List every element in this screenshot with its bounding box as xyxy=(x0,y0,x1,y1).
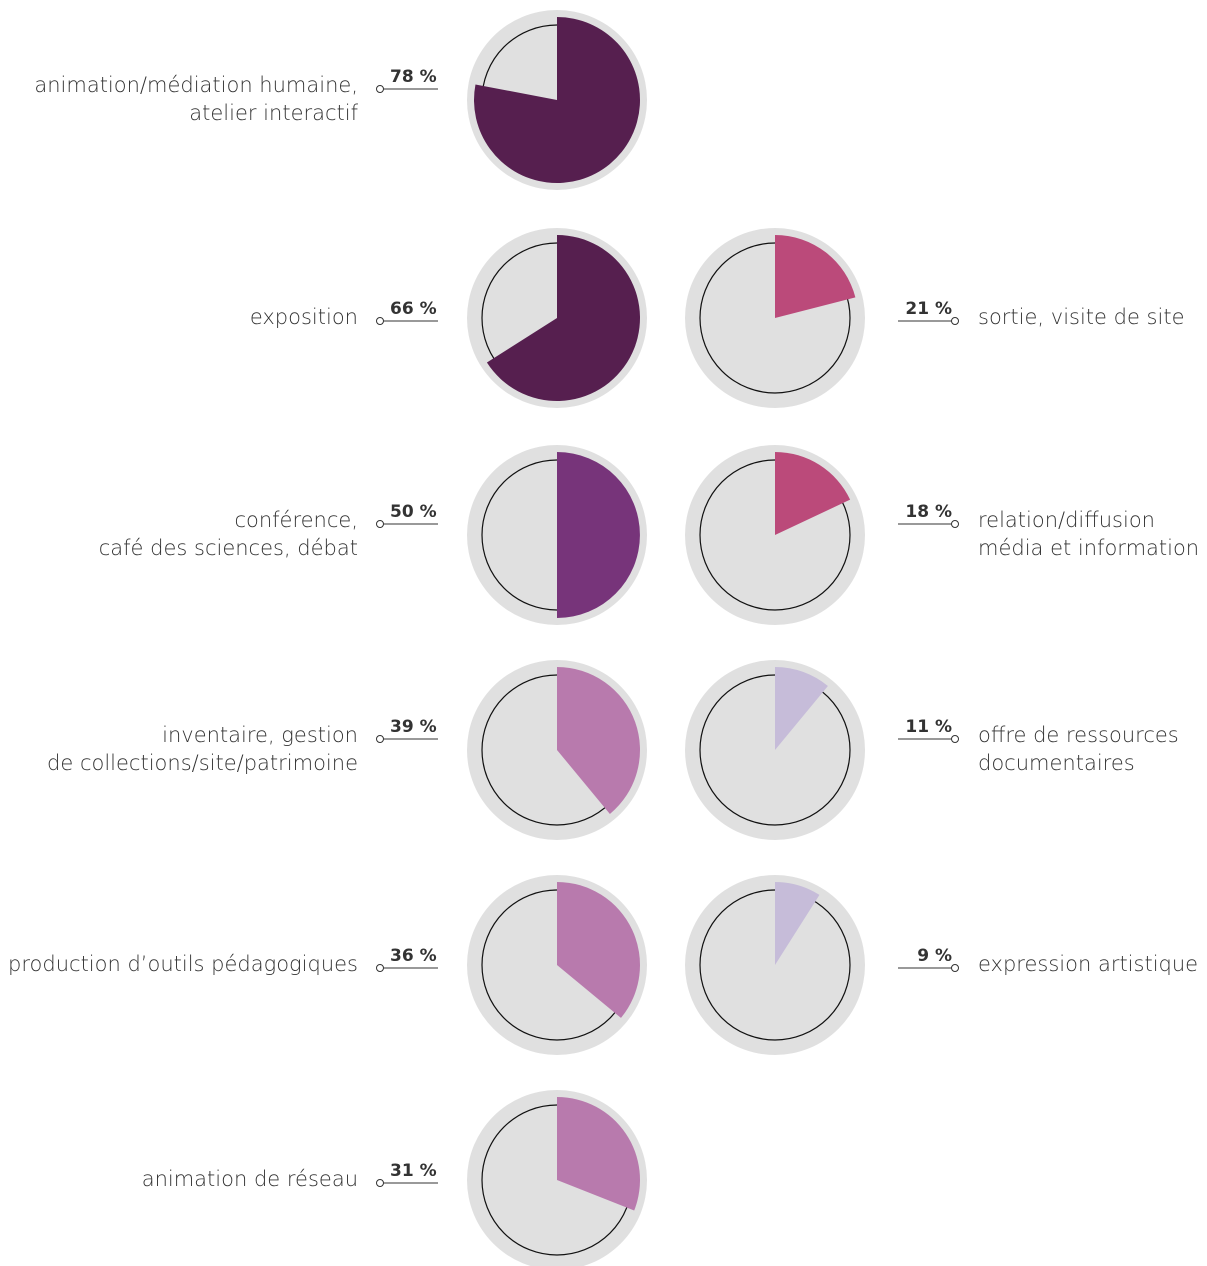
category-label: conférence, xyxy=(234,508,358,532)
pie-slice xyxy=(775,667,828,750)
pie-slice xyxy=(557,667,640,814)
value-label: 39 % xyxy=(390,717,437,737)
leader-dot xyxy=(376,964,384,972)
category-label: animation/médiation humaine, xyxy=(34,73,358,97)
category-label: café des sciences, débat xyxy=(99,536,358,560)
category-label: de collections/site/patrimoine xyxy=(47,751,358,775)
pie-slice xyxy=(486,235,640,402)
leader-dot xyxy=(951,520,959,528)
leader-dot xyxy=(951,317,959,325)
value-label: 21 % xyxy=(905,299,952,319)
value-label: 78 % xyxy=(390,67,437,87)
leader-dot xyxy=(376,317,384,325)
category-label: inventaire, gestion xyxy=(162,723,358,747)
pie-slice xyxy=(474,17,640,183)
category-label: documentaires xyxy=(978,751,1135,775)
value-label: 31 % xyxy=(390,1161,437,1181)
category-label: sortie, visite de site xyxy=(978,305,1184,329)
category-label: relation/diffusion xyxy=(978,508,1155,532)
category-label: atelier interactif xyxy=(189,101,358,125)
category-label: exposition xyxy=(250,305,358,329)
leader-dot xyxy=(376,85,384,93)
pie-slice xyxy=(775,452,851,535)
category-label: média et information xyxy=(978,536,1199,560)
category-label: expression artistique xyxy=(978,952,1198,976)
pie-slice xyxy=(557,452,640,618)
pie-slice xyxy=(775,882,820,965)
pie-slice xyxy=(557,1097,641,1211)
leader-dot xyxy=(376,735,384,743)
pie-slice xyxy=(557,882,640,1018)
value-label: 11 % xyxy=(905,717,952,737)
category-label: animation de réseau xyxy=(142,1167,358,1191)
pie-slice xyxy=(775,235,856,318)
leader-dot xyxy=(376,520,384,528)
leader-dot xyxy=(376,1179,384,1187)
leader-dot xyxy=(951,964,959,972)
category-label: offre de ressources xyxy=(978,723,1179,747)
leader-dot xyxy=(951,735,959,743)
value-label: 50 % xyxy=(390,502,437,522)
value-label: 66 % xyxy=(390,299,437,319)
value-label: 36 % xyxy=(390,946,437,966)
value-label: 18 % xyxy=(905,502,952,522)
value-label: 9 % xyxy=(917,946,952,966)
category-label: production d’outils pédagogiques xyxy=(8,952,358,976)
